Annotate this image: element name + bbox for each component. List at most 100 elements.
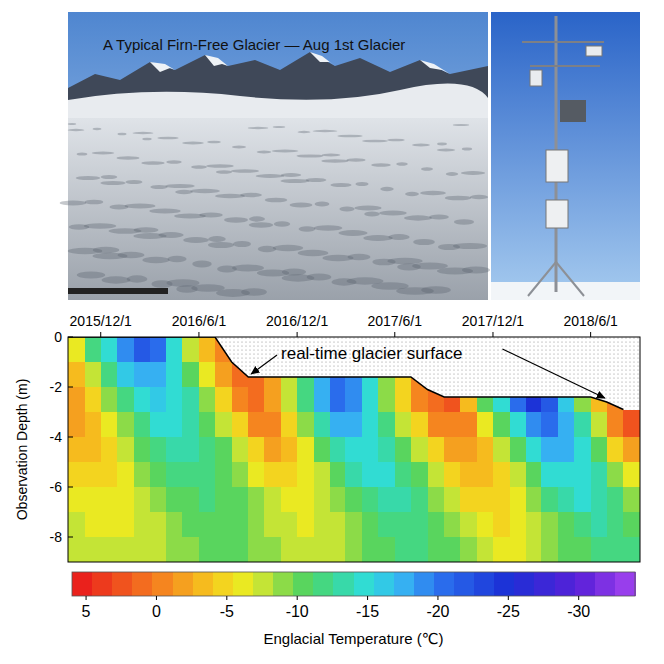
ice-texture — [437, 149, 455, 152]
tripod-leg — [556, 262, 584, 296]
heat-cell — [378, 487, 395, 513]
heat-cell — [314, 412, 331, 438]
heat-cell — [117, 537, 134, 562]
colorbar-band — [333, 572, 354, 596]
ice-texture — [281, 179, 310, 183]
ice-texture — [313, 130, 338, 132]
heat-cell — [85, 537, 102, 562]
heat-cell — [591, 462, 608, 488]
heat-cell — [117, 387, 134, 413]
sensor — [530, 70, 542, 86]
ice-texture — [330, 183, 351, 187]
heat-cell — [362, 412, 379, 438]
heat-cell — [182, 512, 199, 538]
ice-texture — [149, 208, 180, 213]
heat-cell — [493, 512, 510, 538]
heat-cell — [232, 412, 249, 438]
heat-cell — [395, 537, 412, 562]
colorbar-band — [575, 572, 596, 596]
heat-cell — [182, 362, 199, 388]
heat-cell — [248, 412, 265, 438]
heat-cell — [591, 487, 608, 513]
heat-cell — [182, 487, 199, 513]
ice-texture — [298, 250, 329, 256]
heat-cell — [248, 487, 265, 513]
heat-cell — [150, 512, 167, 538]
ice-surface — [68, 118, 488, 300]
ice-texture — [290, 203, 313, 208]
heat-cell — [134, 487, 150, 513]
heat-cell — [460, 487, 477, 513]
heat-cell — [297, 377, 314, 413]
heat-cell — [166, 362, 183, 388]
ice-texture — [141, 161, 164, 164]
ice-texture — [322, 255, 353, 262]
heat-cell — [264, 537, 281, 562]
ice-texture — [76, 176, 101, 180]
heat-cell — [297, 437, 314, 463]
heat-cell — [281, 462, 298, 488]
heat-cell — [199, 362, 216, 388]
heat-cell — [314, 512, 331, 538]
heat-cell — [591, 437, 608, 463]
ice-texture — [274, 221, 290, 226]
heat-cell — [493, 537, 510, 562]
colorbar-band — [414, 572, 435, 596]
heat-cell — [297, 462, 314, 488]
heat-cell — [493, 437, 510, 463]
station-photo — [491, 12, 640, 300]
heat-cell — [591, 512, 608, 538]
ice-texture — [438, 244, 460, 250]
ice-texture — [208, 236, 226, 242]
sky — [491, 12, 640, 300]
ice-texture — [298, 131, 311, 133]
heat-cell — [101, 487, 118, 513]
heat-cell — [68, 337, 85, 363]
heat-cell — [68, 537, 85, 562]
ice-texture — [379, 210, 406, 215]
heat-cell — [232, 512, 249, 538]
heat-cell — [378, 537, 395, 562]
heat-cell — [150, 362, 167, 388]
ice-texture — [233, 241, 251, 247]
colorbar-band — [233, 572, 254, 596]
heat-cell — [215, 412, 232, 438]
heat-cell — [623, 437, 640, 463]
ice-texture — [92, 151, 115, 154]
tripod-leg — [528, 262, 556, 296]
ice-texture — [216, 170, 232, 174]
ice-texture — [420, 191, 446, 195]
ice-texture — [314, 225, 343, 231]
heat-cell — [85, 387, 102, 413]
heat-cell — [444, 487, 461, 513]
heat-cell — [362, 437, 379, 463]
y-tick — [68, 387, 73, 388]
ice-texture — [77, 271, 105, 278]
heat-cell — [199, 387, 216, 413]
heat-cell — [68, 462, 85, 488]
heat-cell — [248, 537, 265, 562]
ice-texture — [396, 162, 408, 165]
heat-cell — [117, 512, 134, 538]
ice-texture — [133, 233, 166, 239]
heat-cell — [264, 377, 281, 413]
ice-texture — [265, 198, 287, 203]
ice-texture — [132, 132, 153, 134]
heat-cell — [330, 377, 346, 413]
colorbar-tick — [156, 596, 157, 600]
heat-cell — [199, 437, 216, 463]
ice-texture — [321, 159, 348, 162]
annotation-arrow — [251, 355, 277, 374]
heat-cell — [134, 537, 150, 562]
ice-texture — [125, 204, 156, 209]
heat-cell — [345, 487, 362, 513]
y-tick-label: 0 — [54, 329, 62, 345]
heat-cell — [541, 537, 558, 562]
colorbar-band — [434, 572, 455, 596]
heat-cell — [150, 487, 167, 513]
heat-cell — [101, 337, 118, 363]
y-tick-label: -4 — [50, 429, 63, 445]
ice-texture — [355, 182, 368, 186]
x-tick — [492, 332, 493, 337]
heat-cell — [182, 462, 199, 488]
